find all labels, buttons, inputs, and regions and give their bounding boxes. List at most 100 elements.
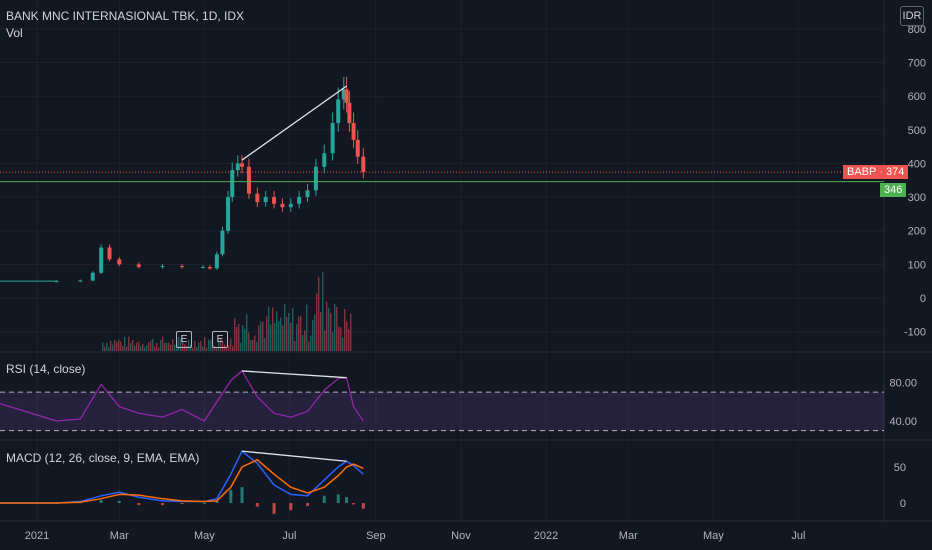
volume-bar (136, 342, 138, 351)
volume-bar (208, 339, 210, 351)
volume-bar (334, 303, 336, 351)
candle (107, 247, 112, 260)
volume-bar (284, 304, 286, 351)
volume-bar (248, 332, 250, 351)
time-tick-label: Jul (791, 530, 805, 542)
volume-bar (228, 345, 230, 351)
price-tick-label: 600 (908, 91, 926, 103)
macd-tick-label: 50 (894, 462, 906, 474)
time-tick-label: Mar (619, 530, 638, 542)
candle (305, 190, 310, 198)
volume-bar (188, 339, 190, 351)
candle (207, 267, 212, 269)
rsi-tick-label: 80.00 (889, 378, 917, 390)
candle (288, 203, 293, 208)
price-tick-label: 400 (908, 158, 926, 170)
event-marker[interactable]: E (176, 331, 192, 348)
chart-title: BANK MNC INTERNASIONAL TBK, 1D, IDX (6, 9, 245, 23)
volume-bar (134, 345, 136, 351)
candle (160, 266, 165, 268)
volume-bar (138, 341, 140, 351)
volume-bar (292, 307, 294, 351)
macd-trendline (241, 450, 347, 462)
price-tick-label: 200 (908, 226, 926, 238)
rsi-tick-label: 40.00 (889, 416, 917, 428)
volume-bar (276, 311, 278, 351)
volume-bar (222, 342, 224, 351)
volume-bar (244, 329, 246, 351)
volume-bar (168, 342, 170, 351)
volume-bar (294, 340, 296, 351)
macd-label: MACD (12, 26, close, 9, EMA, EMA) (6, 451, 200, 465)
volume-bar (130, 342, 132, 351)
volume-bar (102, 342, 104, 351)
volume-bar (302, 334, 304, 351)
volume-bar (154, 346, 156, 351)
volume-bar (326, 301, 328, 351)
macd-histogram-bar (99, 500, 103, 503)
volume-bar (122, 345, 124, 351)
volume-bar (242, 324, 244, 351)
volume-bar (330, 312, 332, 351)
volume-bar (212, 345, 214, 351)
time-tick-label: Nov (451, 530, 471, 542)
time-tick-label: May (194, 530, 215, 542)
volume-bar (194, 340, 196, 351)
price-tick-label: 700 (908, 57, 926, 69)
volume-bar (256, 341, 258, 351)
volume-bar (282, 325, 284, 351)
currency-badge[interactable]: IDR (900, 6, 924, 26)
price-tick-label: 800 (908, 24, 926, 36)
macd-histogram-bar (240, 487, 244, 503)
volume-bar (116, 342, 118, 351)
price-tag: BABP · 374 (843, 165, 909, 179)
volume-bar (120, 341, 122, 351)
macd-tick-label: 0 (900, 498, 906, 510)
volume-bar (126, 346, 128, 351)
macd-histogram-bar (255, 503, 259, 507)
candle (99, 247, 104, 273)
candle (246, 166, 251, 194)
candle (235, 163, 240, 171)
volume-bar (216, 347, 218, 351)
candle (361, 156, 366, 173)
volume-bar (160, 339, 162, 351)
time-tick-label: May (703, 530, 724, 542)
volume-bar (342, 337, 344, 351)
volume-bar (258, 325, 260, 351)
candle (263, 197, 268, 203)
rsi-label: RSI (14, close) (6, 362, 86, 376)
candle (226, 197, 231, 231)
volume-bar (324, 330, 326, 351)
candle (355, 139, 360, 157)
volume-bar (238, 323, 240, 351)
macd-histogram-bar (117, 500, 121, 503)
macd-histogram-bar (229, 490, 233, 503)
volume-bar (174, 344, 176, 351)
volume-bar (278, 321, 280, 351)
candle (330, 123, 335, 154)
volume-bar (274, 323, 276, 351)
price-trendline (241, 85, 347, 161)
candle (180, 266, 185, 268)
volume-bar (186, 345, 188, 351)
candle (90, 272, 95, 281)
macd-histogram-bar (322, 495, 326, 503)
event-marker[interactable]: E (212, 331, 228, 348)
volume-bar (298, 316, 300, 351)
volume-bar (304, 330, 306, 351)
macd-histogram-bar (352, 503, 356, 505)
volume-bar (152, 338, 154, 351)
volume-bar (148, 342, 150, 351)
volume-bar (210, 340, 212, 351)
candle (297, 197, 302, 204)
volume-bar (286, 316, 288, 351)
volume-bar (328, 307, 330, 351)
candle (220, 230, 225, 255)
price-tick-label: 300 (908, 192, 926, 204)
volume-bar (312, 319, 314, 351)
price-tick-label: -100 (904, 327, 926, 339)
volume-bar (220, 337, 222, 351)
volume-bar (144, 347, 146, 351)
